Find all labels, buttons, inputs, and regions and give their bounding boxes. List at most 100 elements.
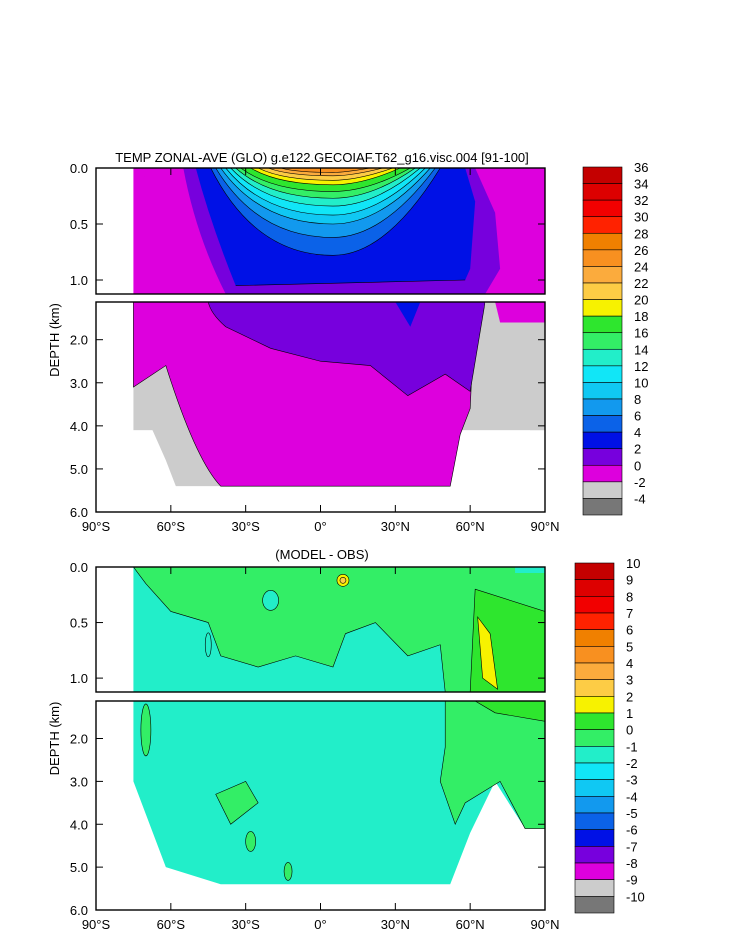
colorbar-swatch <box>574 879 615 897</box>
diff-band-3-4 <box>339 577 347 584</box>
y-tick-label: 3.0 <box>70 774 88 789</box>
x-tick-label: 90°N <box>530 917 559 932</box>
colorbar-label: 10 <box>634 375 648 390</box>
temp-cold-seafloor <box>133 382 221 487</box>
temp-band-4-6 <box>395 302 421 327</box>
colorbar-swatch <box>574 896 615 914</box>
colorbar-label: 9 <box>626 573 633 588</box>
colorbar-label: 28 <box>634 226 648 241</box>
diff-band-neg1-0 <box>262 590 279 611</box>
chart-title: (MODEL - OBS) <box>275 547 368 562</box>
colorbar-swatch <box>574 662 615 680</box>
colorbar-label: 34 <box>634 177 648 192</box>
y-tick-label: 1.0 <box>70 273 88 288</box>
x-tick-label: 90°S <box>82 917 111 932</box>
colorbar-label: 6 <box>634 409 641 424</box>
colorbar-label: 16 <box>634 326 648 341</box>
colorbar-label: 0 <box>626 723 633 738</box>
colorbar-label: -6 <box>626 823 638 838</box>
y-tick-label: 0.0 <box>70 161 88 176</box>
colorbar-label: -4 <box>634 491 646 506</box>
colorbar-swatch <box>582 166 623 184</box>
colorbar-label: -1 <box>626 739 638 754</box>
y-tick-label: 5.0 <box>70 860 88 875</box>
colorbar-label: 26 <box>634 243 648 258</box>
temp-contour <box>235 279 466 286</box>
temp-arctic-surface <box>495 302 545 323</box>
colorbar-label: -4 <box>626 789 638 804</box>
diff-lower-field <box>133 701 545 885</box>
colorbar-swatch <box>582 266 623 284</box>
diff-band-0-1 <box>140 703 152 757</box>
colorbar-label: 18 <box>634 309 648 324</box>
colorbar-label: -7 <box>626 839 638 854</box>
x-tick-label: 30°N <box>381 519 410 534</box>
colorbar-label: 1 <box>626 706 633 721</box>
diff-band-neg1-0 <box>133 701 545 885</box>
colorbar-swatch <box>574 579 615 597</box>
diff-band-0-1 <box>283 862 293 881</box>
colorbar-label: -9 <box>626 873 638 888</box>
colorbar-label: 20 <box>634 293 648 308</box>
chart-title: TEMP ZONAL-AVE (GLO) g.e122.GECOIAF.T62_… <box>115 150 529 165</box>
colorbar-swatch <box>582 365 623 383</box>
y-tick-label: 6.0 <box>70 505 88 520</box>
colorbar-label: 3 <box>626 673 633 688</box>
x-tick-label: 0° <box>314 519 326 534</box>
temp-lower-field <box>133 302 545 487</box>
colorbar-label: 5 <box>626 639 633 654</box>
colorbar-swatch <box>582 183 623 201</box>
colorbar-swatch <box>574 612 615 630</box>
colorbar-swatch <box>582 448 623 466</box>
y-tick-label: 4.0 <box>70 817 88 832</box>
colorbar-swatch <box>574 829 615 847</box>
temperature-chart: TEMP ZONAL-AVE (GLO) g.e122.GECOIAF.T62_… <box>47 150 648 534</box>
colorbar-swatch <box>574 796 615 814</box>
colorbar-swatch <box>582 332 623 350</box>
colorbar-label: 0 <box>634 458 641 473</box>
colorbar-swatch <box>582 315 623 334</box>
y-tick-label: 2.0 <box>70 333 88 348</box>
colorbar-label: 14 <box>634 342 648 357</box>
colorbar-swatch <box>574 846 615 864</box>
colorbar-label: -10 <box>626 889 645 904</box>
colorbar-swatch <box>582 431 623 450</box>
colorbar-swatch <box>582 481 623 499</box>
x-tick-label: 0° <box>314 917 326 932</box>
colorbar-label: 8 <box>626 589 633 604</box>
y-tick-label: 0.0 <box>70 560 88 575</box>
colorbar-label: 4 <box>634 425 641 440</box>
colorbar-swatch <box>574 562 615 580</box>
colorbar-label: 4 <box>626 656 633 671</box>
colorbar-label: 6 <box>626 623 633 638</box>
y-tick-label: 2.0 <box>70 732 88 747</box>
diff-band-neg1-0 <box>204 632 212 658</box>
colorbar-label: -3 <box>626 773 638 788</box>
colorbar-swatch <box>582 199 623 218</box>
diff-band-1-2 <box>474 701 545 722</box>
temp-arctic-region <box>480 302 545 431</box>
x-tick-label: 90°N <box>530 519 559 534</box>
x-tick-label: 90°S <box>82 519 111 534</box>
colorbar-swatch <box>574 712 615 730</box>
y-tick-label: 5.0 <box>70 462 88 477</box>
y-tick-label: 3.0 <box>70 376 88 391</box>
difference-chart: (MODEL - OBS) DEPTH (km) 0.0 0.5 1.0 2.0 3.0 4.… <box>47 547 645 932</box>
colorbar-swatch <box>582 249 623 267</box>
diff-band-2-3 <box>477 615 498 690</box>
y-tick-label: 0.5 <box>70 217 88 232</box>
colorbar-swatch <box>582 498 623 516</box>
colorbar-label: 7 <box>626 606 633 621</box>
colorbar-swatch <box>574 812 615 830</box>
colorbar-swatch <box>574 746 615 764</box>
temp-band-2-4 <box>207 302 486 397</box>
colorbar-swatch <box>582 415 623 433</box>
colorbar-swatch <box>582 216 623 234</box>
colorbar-label: -2 <box>626 756 638 771</box>
x-tick-label: 30°N <box>381 917 410 932</box>
colorbar-swatch <box>574 779 615 797</box>
colorbar-label: -8 <box>626 856 638 871</box>
diff-band-0-1 <box>215 781 259 825</box>
diff-band-0-1 <box>133 567 545 692</box>
